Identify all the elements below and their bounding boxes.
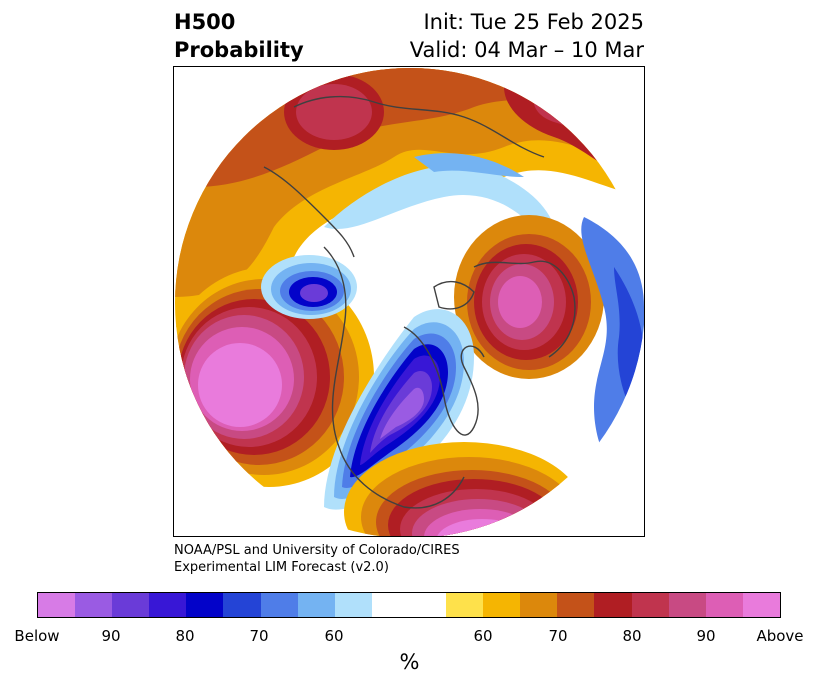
colorbar-swatch (149, 593, 187, 617)
pole-marker (404, 299, 414, 309)
colorbar-swatch (483, 593, 521, 617)
tick-below-70: 70 (249, 627, 269, 645)
europe-high-core (498, 276, 542, 328)
greenland (433, 280, 475, 310)
chart-title-right: Init: Tue 25 Feb 2025 Valid: 04 Mar – 10… (410, 8, 644, 64)
tick-above-80: 80 (622, 627, 642, 645)
colorbar-swatch (223, 593, 261, 617)
tick-below-80: 80 (175, 627, 195, 645)
pacific-high-core (198, 343, 282, 427)
colorbar-swatch (75, 593, 113, 617)
map-panel (173, 66, 645, 537)
colorbar-swatch (334, 593, 372, 617)
valid-range: Valid: 04 Mar – 10 Mar (409, 38, 644, 62)
colorbar (37, 592, 781, 618)
tick-above-60: 60 (473, 627, 493, 645)
colorbar-swatch (371, 593, 409, 617)
chart-title-left: H500 Probability (174, 8, 304, 64)
credit-line-1: NOAA/PSL and University of Colorado/CIRE… (174, 543, 460, 558)
colorbar-swatch (668, 593, 706, 617)
probability-field (175, 68, 644, 536)
na-west-coast (323, 246, 465, 509)
credit-line-2: Experimental LIM Forecast (v2.0) (174, 560, 389, 575)
colorbar-swatch (631, 593, 669, 617)
colorbar-swatch (705, 593, 743, 617)
alaska-low-core (300, 284, 328, 302)
colorbar-tick-labels: Below 90 80 70 60 60 70 80 90 Above (0, 626, 819, 646)
coastlines (263, 95, 576, 509)
kamchatka-coast (263, 166, 355, 258)
colorbar-swatch (297, 593, 335, 617)
asia-coast (293, 95, 545, 158)
credit-block: NOAA/PSL and University of Colorado/CIRE… (174, 542, 460, 576)
tick-above-90: 90 (696, 627, 716, 645)
tick-above-70: 70 (548, 627, 568, 645)
field-subtitle: Probability (174, 38, 304, 62)
na-low-core (380, 387, 424, 439)
colorbar-swatch (594, 593, 632, 617)
colorbar-swatch (260, 593, 298, 617)
hudson-bay (403, 326, 485, 436)
colorbar-swatch (520, 593, 558, 617)
asia-high-inner (296, 84, 372, 140)
init-date: Init: Tue 25 Feb 2025 (423, 10, 644, 34)
tick-below-60: 60 (324, 627, 344, 645)
colorbar-swatch (742, 593, 780, 617)
colorbar-swatch (112, 593, 150, 617)
tick-above: Above (756, 627, 804, 645)
colorbar-swatch (186, 593, 224, 617)
colorbar-swatch (446, 593, 484, 617)
tick-below-90: 90 (101, 627, 121, 645)
colorbar-unit: % (399, 650, 420, 674)
colorbar-swatch (38, 593, 76, 617)
probability-map (175, 68, 644, 536)
polar-trough-band (414, 153, 524, 177)
tick-below: Below (14, 627, 60, 645)
colorbar-swatch (557, 593, 595, 617)
colorbar-swatch (408, 593, 447, 617)
field-title: H500 (174, 10, 236, 34)
europe-coast (473, 260, 576, 358)
polar-trough-edge (324, 165, 557, 257)
